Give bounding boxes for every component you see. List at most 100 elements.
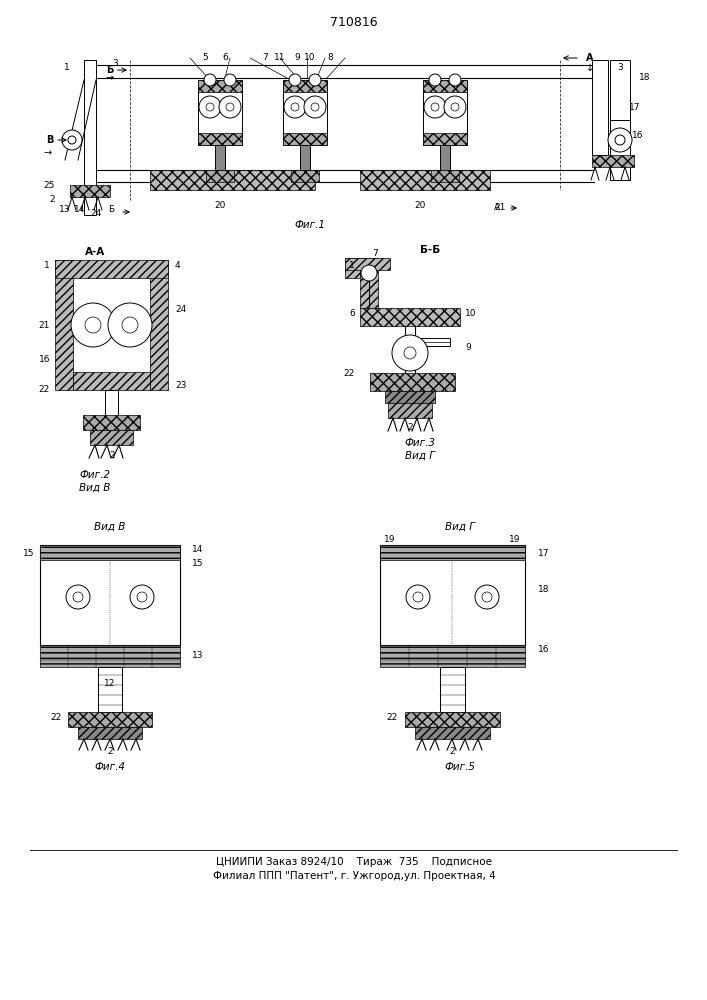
Circle shape — [226, 103, 234, 111]
Circle shape — [451, 103, 459, 111]
Circle shape — [309, 74, 321, 86]
Text: 2: 2 — [407, 424, 413, 432]
Text: 12: 12 — [105, 678, 116, 688]
Circle shape — [108, 303, 152, 347]
Circle shape — [71, 303, 115, 347]
Text: 21: 21 — [494, 204, 506, 213]
Text: 3: 3 — [112, 58, 118, 68]
Polygon shape — [420, 338, 450, 346]
Text: Вид В: Вид В — [79, 483, 111, 493]
Circle shape — [85, 317, 101, 333]
Polygon shape — [150, 260, 168, 390]
Polygon shape — [206, 170, 234, 182]
Text: 2: 2 — [109, 450, 115, 460]
Circle shape — [413, 592, 423, 602]
Polygon shape — [345, 258, 360, 278]
Text: 22: 22 — [39, 385, 50, 394]
Circle shape — [392, 335, 428, 371]
Polygon shape — [360, 170, 490, 190]
Circle shape — [289, 74, 301, 86]
Circle shape — [204, 74, 216, 86]
Circle shape — [219, 96, 241, 118]
Polygon shape — [55, 260, 73, 390]
Text: Фиг.1: Фиг.1 — [295, 220, 325, 230]
Text: А-А: А-А — [85, 247, 105, 257]
Circle shape — [615, 135, 625, 145]
Circle shape — [404, 347, 416, 359]
Circle shape — [62, 130, 82, 150]
Polygon shape — [83, 415, 140, 430]
Text: Б: Б — [108, 206, 114, 215]
Text: Б: Б — [106, 65, 114, 75]
Polygon shape — [388, 403, 432, 418]
Polygon shape — [345, 258, 390, 270]
Circle shape — [449, 74, 461, 86]
Text: Б-Б: Б-Б — [420, 245, 440, 255]
Polygon shape — [380, 545, 525, 645]
Circle shape — [291, 103, 299, 111]
Polygon shape — [84, 60, 96, 215]
Polygon shape — [370, 373, 455, 391]
Text: 1: 1 — [45, 260, 50, 269]
Text: →: → — [44, 148, 52, 158]
Text: Фиг.2: Фиг.2 — [79, 470, 110, 480]
Polygon shape — [215, 145, 225, 170]
Circle shape — [311, 103, 319, 111]
Polygon shape — [291, 170, 319, 182]
Text: 22: 22 — [387, 712, 398, 722]
Text: 1: 1 — [349, 261, 355, 270]
Text: А: А — [494, 204, 500, 213]
Polygon shape — [98, 667, 122, 712]
Polygon shape — [423, 80, 467, 92]
Polygon shape — [283, 133, 327, 145]
Polygon shape — [70, 185, 110, 197]
Text: А: А — [586, 53, 594, 63]
Polygon shape — [592, 60, 608, 155]
Circle shape — [199, 96, 221, 118]
Text: Фиг.4: Фиг.4 — [95, 762, 126, 772]
Circle shape — [406, 585, 430, 609]
Text: 2: 2 — [449, 748, 455, 756]
Text: 13: 13 — [192, 650, 204, 660]
Text: 18: 18 — [538, 585, 549, 594]
Text: Вид В: Вид В — [94, 522, 126, 532]
Text: В: В — [47, 135, 54, 145]
Text: 2: 2 — [107, 748, 113, 756]
Circle shape — [482, 592, 492, 602]
Text: 710816: 710816 — [330, 15, 378, 28]
Polygon shape — [300, 145, 310, 170]
Polygon shape — [592, 155, 634, 167]
Text: 14: 14 — [192, 546, 204, 554]
Text: 14: 14 — [74, 206, 86, 215]
Text: ЦНИИПИ Заказ 8924/10    Тираж  735    Подписное: ЦНИИПИ Заказ 8924/10 Тираж 735 Подписное — [216, 857, 492, 867]
Text: 1: 1 — [64, 64, 70, 73]
Text: 4: 4 — [175, 260, 180, 269]
Text: 20: 20 — [214, 200, 226, 210]
Text: Фиг.5: Фиг.5 — [445, 762, 476, 772]
Text: Филиал ППП "Патент", г. Ужгород,ул. Проектная, 4: Филиал ППП "Патент", г. Ужгород,ул. Прое… — [213, 871, 496, 881]
Circle shape — [304, 96, 326, 118]
Text: 22: 22 — [344, 368, 355, 377]
Circle shape — [68, 136, 76, 144]
Polygon shape — [68, 712, 152, 727]
Text: 19: 19 — [509, 536, 521, 544]
Polygon shape — [283, 80, 327, 145]
Polygon shape — [40, 545, 180, 645]
Polygon shape — [78, 727, 142, 739]
Polygon shape — [198, 133, 242, 145]
Text: 22: 22 — [51, 712, 62, 722]
Circle shape — [429, 74, 441, 86]
Polygon shape — [360, 258, 378, 308]
Text: 17: 17 — [538, 548, 549, 558]
Text: 2: 2 — [49, 196, 55, 205]
Text: 9: 9 — [294, 53, 300, 62]
Circle shape — [475, 585, 499, 609]
Text: 13: 13 — [59, 206, 71, 215]
Text: 17: 17 — [629, 104, 640, 112]
Polygon shape — [150, 170, 315, 190]
Polygon shape — [198, 80, 242, 145]
Polygon shape — [360, 308, 460, 326]
Text: Вид Г: Вид Г — [445, 522, 475, 532]
Text: 8: 8 — [327, 53, 333, 62]
Circle shape — [608, 128, 632, 152]
